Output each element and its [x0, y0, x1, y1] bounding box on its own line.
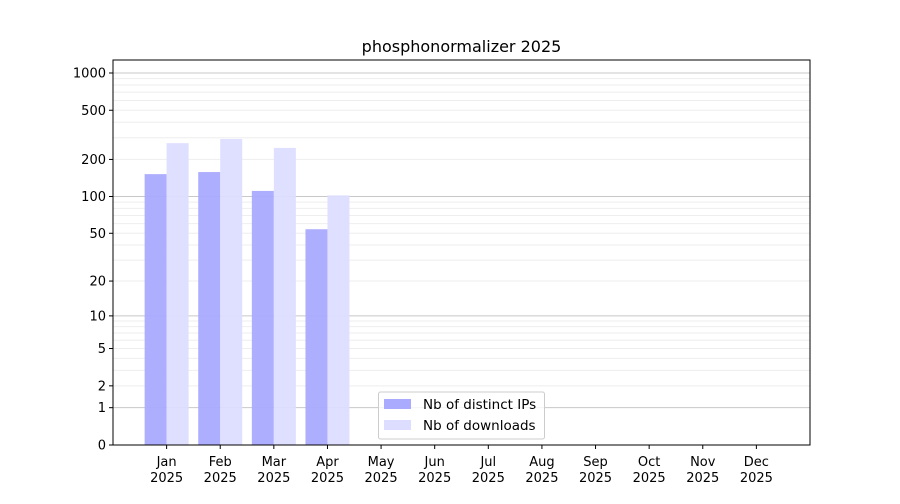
x-tick-label: 2025 [365, 471, 398, 486]
y-tick-label: 1000 [73, 66, 106, 81]
x-tick-label: 2025 [579, 471, 612, 486]
bar-downloads [220, 138, 243, 446]
x-tick-label: Aug [529, 455, 554, 470]
x-axis: Jan2025Feb2025Mar2025Apr2025May2025Jun20… [150, 445, 773, 486]
legend: Nb of distinct IPs Nb of downloads [378, 391, 545, 440]
x-tick-label: 2025 [525, 471, 558, 486]
x-tick-label: 2025 [150, 471, 183, 486]
y-tick-label: 100 [81, 190, 106, 205]
x-tick-label: Oct [638, 455, 660, 470]
x-tick-label: Dec [744, 455, 769, 470]
x-tick-label: 2025 [257, 471, 290, 486]
y-axis: 0 1 2 5 10 20 50 100 200 500 1000 [73, 66, 113, 454]
x-tick-label: 2025 [472, 471, 505, 486]
x-tick-label: May [368, 455, 395, 470]
legend-label-downloads: Nb of downloads [423, 418, 536, 434]
bar-distinct-ips [251, 190, 274, 445]
x-tick-label: Jan [156, 455, 177, 470]
y-tick-label: 1 [98, 401, 106, 416]
y-tick-label: 50 [89, 227, 106, 242]
x-tick-label: Jun [424, 455, 445, 470]
legend-swatch-distinct-ips [384, 399, 411, 409]
x-tick-label: Mar [262, 455, 287, 470]
y-tick-label: 5 [98, 342, 106, 357]
y-tick-label: 0 [98, 439, 106, 454]
legend-swatch-downloads [384, 420, 411, 430]
x-tick-label: Jul [479, 455, 496, 470]
bar-downloads [273, 147, 296, 445]
x-tick-label: 2025 [740, 471, 773, 486]
legend-label-distinct-ips: Nb of distinct IPs [423, 397, 536, 413]
y-tick-label: 10 [89, 309, 106, 324]
y-tick-label: 20 [89, 275, 106, 290]
y-tick-label: 2 [98, 379, 106, 394]
bar-distinct-ips [198, 172, 221, 445]
bar-distinct-ips [305, 229, 328, 445]
x-tick-label: Feb [209, 455, 232, 470]
x-tick-label: 2025 [311, 471, 344, 486]
x-tick-label: 2025 [633, 471, 666, 486]
bar-distinct-ips [144, 174, 167, 445]
x-tick-label: Apr [316, 455, 339, 470]
x-tick-label: Nov [690, 455, 716, 470]
bar-downloads [327, 195, 350, 445]
bars [144, 138, 350, 446]
bar-downloads [166, 143, 189, 445]
x-tick-label: Sep [583, 455, 608, 470]
y-tick-label: 200 [81, 153, 106, 168]
x-tick-label: 2025 [418, 471, 451, 486]
legend-box [378, 391, 545, 440]
y-tick-label: 500 [81, 104, 106, 119]
x-tick-label: 2025 [686, 471, 719, 486]
x-tick-label: 2025 [204, 471, 237, 486]
plot-frame [112, 59, 811, 446]
chart-title: phosphonormalizer 2025 [362, 37, 562, 56]
